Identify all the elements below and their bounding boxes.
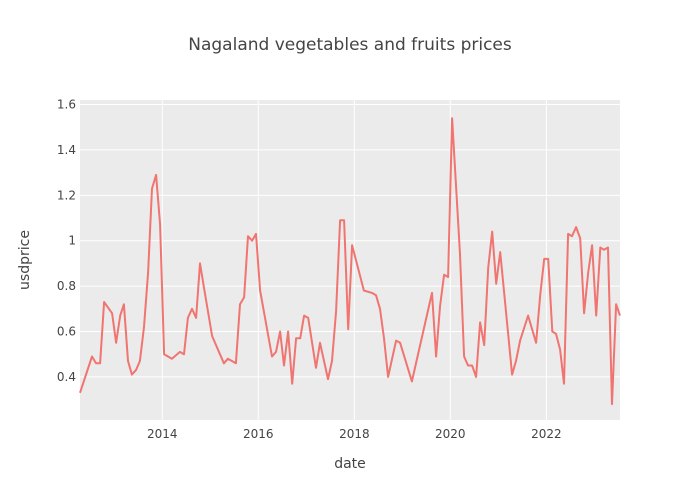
y-axis-ticks: 0.4 0.6 0.8 1 1.2 1.4 1.6 xyxy=(57,98,76,384)
chart-title: Nagaland vegetables and fruits prices xyxy=(188,35,512,55)
grid-lines xyxy=(80,100,620,420)
x-axis-title: date xyxy=(334,456,366,472)
y-axis-title: usdprice xyxy=(17,230,33,290)
y-tick-label: 1.2 xyxy=(57,188,76,202)
x-tick-label: 2016 xyxy=(243,427,274,441)
x-tick-label: 2018 xyxy=(339,427,370,441)
x-axis-ticks: 2014 2016 2018 2020 2022 xyxy=(147,427,562,441)
x-tick-label: 2022 xyxy=(531,427,562,441)
y-tick-label: 1 xyxy=(68,234,76,248)
series-line xyxy=(79,117,621,406)
y-tick-label: 1.6 xyxy=(57,98,76,112)
y-tick-label: 0.4 xyxy=(57,370,76,384)
series-layer xyxy=(79,117,621,406)
y-tick-label: 0.8 xyxy=(57,279,76,293)
x-tick-label: 2020 xyxy=(435,427,466,441)
x-tick-label: 2014 xyxy=(147,427,178,441)
y-tick-label: 1.4 xyxy=(57,143,76,157)
y-tick-label: 0.6 xyxy=(57,324,76,338)
plot-area xyxy=(80,100,620,420)
